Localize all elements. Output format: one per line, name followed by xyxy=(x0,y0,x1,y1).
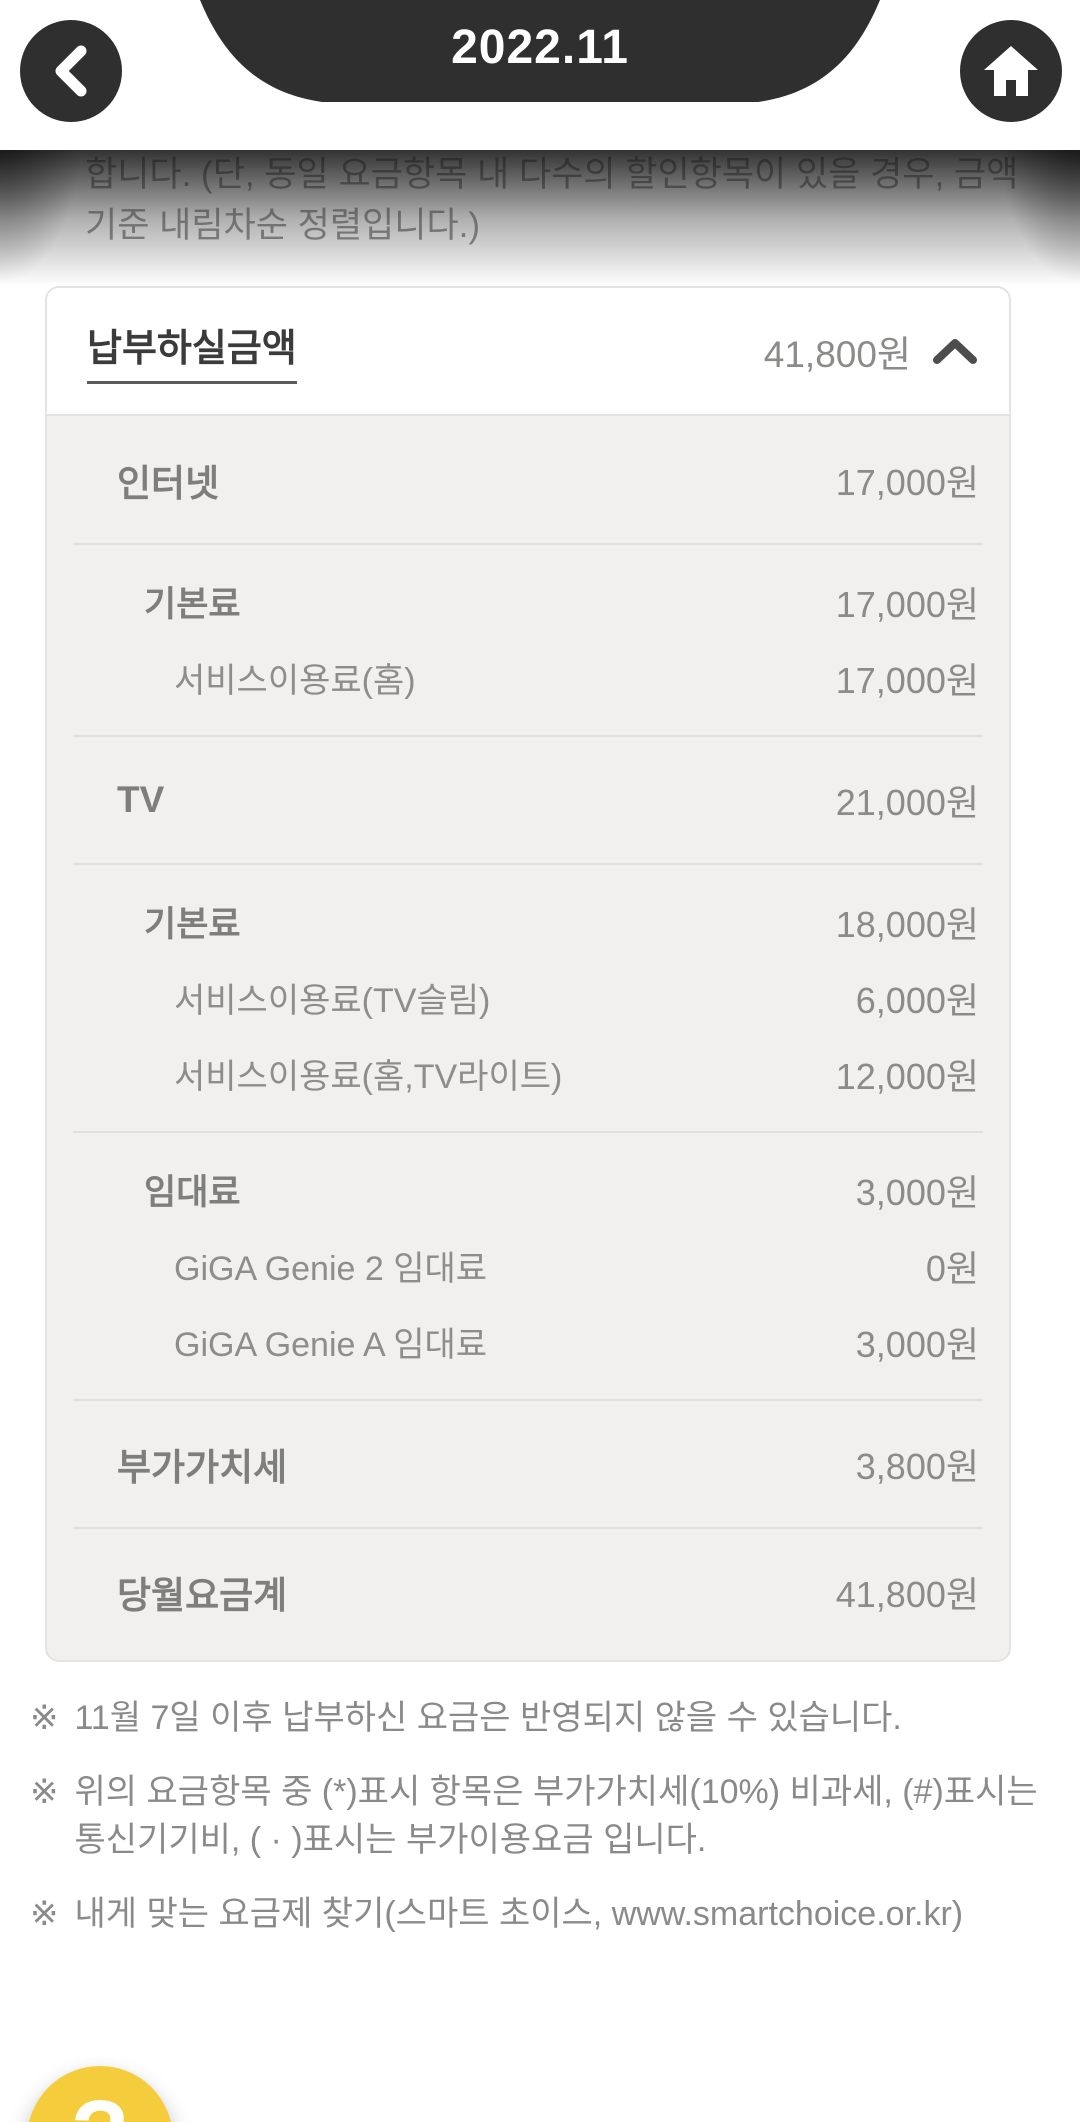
bill-row-amount: 3,000원 xyxy=(855,1323,979,1365)
bill-row: 당월요금계 41,800원 xyxy=(47,1548,1009,1636)
bill-section: 임대료 3,000원 GiGA Genie 2 임대료 0원 GiGA Geni… xyxy=(47,1144,1009,1388)
bill-section: 인터넷 17,000원 xyxy=(47,428,1009,532)
bill-row-amount: 41,800원 xyxy=(835,1573,979,1615)
bill-section: 부가가치세 3,800원 xyxy=(47,1412,1009,1516)
bill-row: 기본료 18,000원 xyxy=(47,884,1009,960)
bill-row-label: 서비스이용료(홈,TV라이트) xyxy=(174,1058,563,1096)
bill-row-amount: 18,000원 xyxy=(835,903,979,945)
bill-row-label: TV xyxy=(117,778,165,820)
bill-summary-right: 41,800원 xyxy=(764,324,977,378)
bill-row-label: 기본료 xyxy=(144,585,241,624)
bill-summary-label: 납부하실금액 xyxy=(87,317,297,384)
bill-row: 부가가치세 3,800원 xyxy=(47,1420,1009,1508)
bill-body: 인터넷 17,000원 기본료 17,000원 서비스이용료(홈) 17,000… xyxy=(47,413,1009,1660)
bill-row: GiGA Genie 2 임대료 0원 xyxy=(47,1228,1009,1304)
bill-row-label: 임대료 xyxy=(144,1173,241,1212)
app-bar: 2022.11 xyxy=(0,0,1080,122)
content-area[interactable]: 합니다. (단, 동일 요금항목 내 다수의 할인항목이 있을 경우, 금액기준… xyxy=(0,150,1080,2122)
bill-row-amount: 17,000원 xyxy=(835,461,979,503)
footnote-text: 11월 7일 이후 납부하신 요금은 반영되지 않을 수 있습니다. xyxy=(74,1698,902,1737)
footnote-marker: ※ xyxy=(30,1895,59,1934)
section-divider xyxy=(73,1398,983,1401)
bill-row-label: 서비스이용료(홈) xyxy=(174,662,416,700)
bill-row-amount: 21,000원 xyxy=(835,781,979,823)
bill-row: 인터넷 17,000원 xyxy=(47,436,1009,524)
bill-row: TV 21,000원 xyxy=(47,756,1009,844)
help-button[interactable]: ? xyxy=(27,2066,173,2122)
bill-row-label: 인터넷 xyxy=(117,462,220,504)
bill-row-amount: 6,000원 xyxy=(855,979,979,1021)
bill-row-amount: 3,000원 xyxy=(855,1171,979,1213)
sort-notice-text: 합니다. (단, 동일 요금항목 내 다수의 할인항목이 있을 경우, 금액기준… xyxy=(85,155,1019,245)
bill-row: 서비스이용료(홈) 17,000원 xyxy=(47,640,1009,716)
bill-row-label: 당월요금계 xyxy=(117,1574,288,1616)
section-divider xyxy=(73,862,983,865)
section-divider xyxy=(73,1526,983,1529)
bill-row-amount: 0원 xyxy=(925,1247,979,1289)
bill-row-label: 기본료 xyxy=(144,905,241,944)
back-button[interactable] xyxy=(20,20,122,122)
bill-row-label: GiGA Genie 2 임대료 xyxy=(174,1250,488,1288)
bill-row-amount: 12,000원 xyxy=(835,1055,979,1097)
page-title: 2022.11 xyxy=(451,21,629,74)
section-divider xyxy=(73,734,983,737)
bill-row: 서비스이용료(홈,TV라이트) 12,000원 xyxy=(47,1036,1009,1112)
bill-row: GiGA Genie A 임대료 3,000원 xyxy=(47,1304,1009,1380)
bill-row: 기본료 17,000원 xyxy=(47,564,1009,640)
bill-row-label: 부가가치세 xyxy=(117,1446,288,1488)
section-divider xyxy=(73,542,983,545)
bill-summary-toggle[interactable]: 납부하실금액 41,800원 xyxy=(47,287,1009,414)
question-mark-icon: ? xyxy=(71,2087,130,2122)
footnotes: ※ 11월 7일 이후 납부하신 요금은 반영되지 않을 수 있습니다. ※ 위… xyxy=(30,1694,1042,1939)
chevron-up-icon xyxy=(933,338,977,364)
bill-section: TV 21,000원 xyxy=(47,748,1009,852)
bill-row-label: GiGA Genie A 임대료 xyxy=(174,1326,488,1364)
bill-section: 기본료 18,000원 서비스이용료(TV슬림) 6,000원 서비스이용료(홈… xyxy=(47,876,1009,1120)
footnote-marker: ※ xyxy=(30,1772,59,1811)
chevron-left-icon xyxy=(55,45,87,97)
section-divider xyxy=(73,1130,983,1133)
bill-row-label: 서비스이용료(TV슬림) xyxy=(174,982,491,1020)
footnote: ※ 11월 7일 이후 납부하신 요금은 반영되지 않을 수 있습니다. xyxy=(30,1694,1042,1742)
footnote: ※ 위의 요금항목 중 (*)표시 항목은 부가가치세(10%) 비과세, (#… xyxy=(30,1768,1042,1865)
bill-row-amount: 3,800원 xyxy=(855,1445,979,1487)
footnote-marker: ※ xyxy=(30,1698,59,1737)
bill-section: 당월요금계 41,800원 xyxy=(47,1540,1009,1644)
bill-card: 납부하실금액 41,800원 인터넷 17,000원 기본료 17,000원 서… xyxy=(45,285,1011,1662)
bill-row: 서비스이용료(TV슬림) 6,000원 xyxy=(47,960,1009,1036)
footnote-text: 위의 요금항목 중 (*)표시 항목은 부가가치세(10%) 비과세, (#)표… xyxy=(74,1772,1038,1860)
bill-row: 임대료 3,000원 xyxy=(47,1152,1009,1228)
bill-row-amount: 17,000원 xyxy=(835,659,979,701)
footnote-text: 내게 맞는 요금제 찾기(스마트 초이스, www.smartchoice.or… xyxy=(74,1895,964,1934)
home-icon xyxy=(984,46,1038,96)
bill-row-amount: 17,000원 xyxy=(835,583,979,625)
bill-section: 기본료 17,000원 서비스이용료(홈) 17,000원 xyxy=(47,556,1009,724)
bill-summary-amount: 41,800원 xyxy=(763,333,911,375)
footnote: ※ 내게 맞는 요금제 찾기(스마트 초이스, www.smartchoice.… xyxy=(30,1890,1042,1938)
home-button[interactable] xyxy=(960,20,1062,122)
